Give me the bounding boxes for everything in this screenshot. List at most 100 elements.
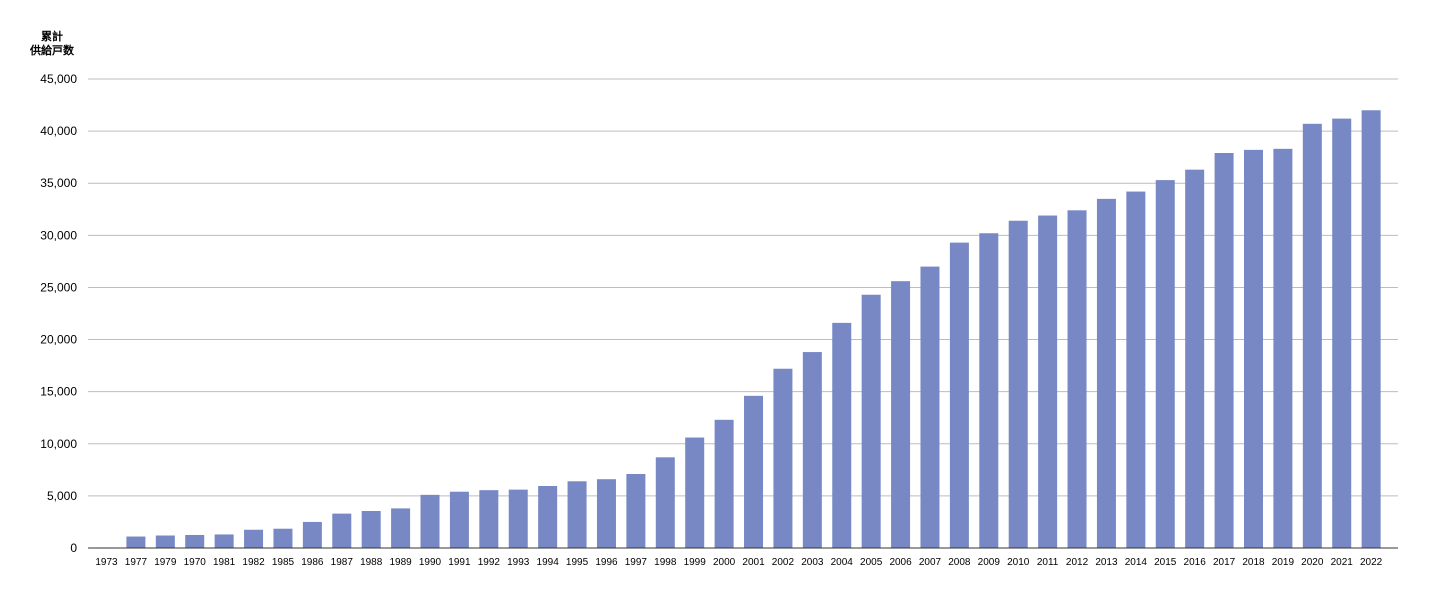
x-tick-label: 1991 (448, 557, 471, 568)
y-tick-label: 0 (70, 541, 77, 555)
bar (479, 490, 499, 548)
x-tick-label: 1987 (331, 557, 354, 568)
bar (361, 511, 381, 548)
bar (126, 536, 146, 548)
bar (1185, 169, 1205, 548)
x-tick-label: 1992 (478, 557, 501, 568)
bar (714, 419, 734, 548)
bar (1096, 198, 1116, 548)
bar (185, 534, 205, 548)
x-tick-label: 2012 (1066, 557, 1089, 568)
bar (949, 242, 969, 548)
x-tick-label: 1979 (154, 557, 177, 568)
x-tick-label: 2010 (1007, 557, 1030, 568)
bar (420, 494, 440, 548)
x-tick-label: 2005 (860, 557, 883, 568)
y-axis-label-line-1: 累計 (41, 31, 63, 43)
bar (302, 521, 322, 548)
bar (979, 233, 999, 548)
x-tick-label: 1977 (125, 557, 148, 568)
x-tick-label: 2021 (1331, 557, 1354, 568)
bar (1038, 215, 1058, 548)
x-tick-label: 2019 (1272, 557, 1295, 568)
bar (449, 491, 469, 548)
x-tick-label: 1982 (242, 557, 265, 568)
bar (1008, 220, 1028, 548)
x-tick-label: 2008 (948, 557, 971, 568)
bar (685, 437, 705, 548)
bar (244, 529, 264, 548)
x-tick-label: 2002 (772, 557, 795, 568)
x-tick-label: 1994 (537, 557, 560, 568)
x-tick-label: 2004 (831, 557, 854, 568)
bar (155, 535, 175, 548)
x-tick-label: 1995 (566, 557, 589, 568)
bar (1273, 148, 1293, 548)
x-tick-label: 2015 (1154, 557, 1177, 568)
bar (655, 457, 675, 548)
x-tick-label: 2001 (742, 557, 765, 568)
bar (744, 395, 764, 548)
y-tick-label: 15,000 (40, 385, 77, 399)
x-tick-label: 1970 (184, 557, 207, 568)
bar (891, 281, 911, 548)
x-tick-label: 1996 (595, 557, 618, 568)
y-axis-label-line-2: 供給戸数 (30, 45, 74, 57)
bar (832, 322, 852, 548)
x-tick-label: 2000 (713, 557, 736, 568)
x-tick-label: 2007 (919, 557, 942, 568)
x-tick-label: 1999 (684, 557, 707, 568)
x-tick-label: 2016 (1184, 557, 1207, 568)
bar (391, 508, 411, 548)
bar (1243, 149, 1263, 549)
bar (567, 481, 587, 548)
bar (273, 528, 293, 548)
bar (1302, 123, 1322, 548)
x-tick-label: 1981 (213, 557, 236, 568)
x-tick-label: 2017 (1213, 557, 1236, 568)
x-tick-label: 1973 (95, 557, 118, 568)
x-tick-label: 1989 (389, 557, 412, 568)
bar (538, 485, 558, 548)
x-tick-label: 2020 (1301, 557, 1324, 568)
x-tick-label: 1993 (507, 557, 530, 568)
y-tick-label: 20,000 (40, 333, 77, 347)
y-tick-label: 30,000 (40, 228, 77, 242)
bar (214, 534, 234, 548)
x-tick-label: 1997 (625, 557, 648, 568)
bar (920, 266, 940, 548)
x-tick-label: 1985 (272, 557, 295, 568)
y-tick-label: 40,000 (40, 124, 77, 138)
x-tick-label: 2013 (1095, 557, 1118, 568)
bar (1067, 210, 1087, 548)
bar (802, 352, 822, 548)
x-tick-label: 1988 (360, 557, 383, 568)
x-tick-label: 2003 (801, 557, 824, 568)
bar (1332, 118, 1352, 549)
bar (596, 479, 616, 548)
y-tick-label: 25,000 (40, 280, 77, 294)
x-tick-label: 2022 (1360, 557, 1383, 568)
bar (332, 513, 352, 548)
bar (861, 294, 881, 548)
bar (1126, 191, 1146, 548)
y-tick-label: 10,000 (40, 437, 77, 451)
x-tick-label: 2006 (889, 557, 912, 568)
bar (1155, 180, 1175, 548)
x-tick-label: 2011 (1037, 557, 1059, 568)
y-tick-label: 35,000 (40, 176, 77, 190)
bar (626, 474, 646, 548)
bar (508, 489, 528, 548)
bar (1361, 110, 1381, 549)
bar (773, 368, 793, 548)
x-tick-label: 1990 (419, 557, 442, 568)
x-tick-label: 2018 (1242, 557, 1265, 568)
x-tick-label: 1986 (301, 557, 324, 568)
x-tick-label: 1998 (654, 557, 677, 568)
bar (1214, 152, 1234, 548)
x-tick-label: 2009 (978, 557, 1001, 568)
x-tick-label: 2014 (1125, 557, 1148, 568)
y-tick-label: 5,000 (47, 489, 77, 503)
